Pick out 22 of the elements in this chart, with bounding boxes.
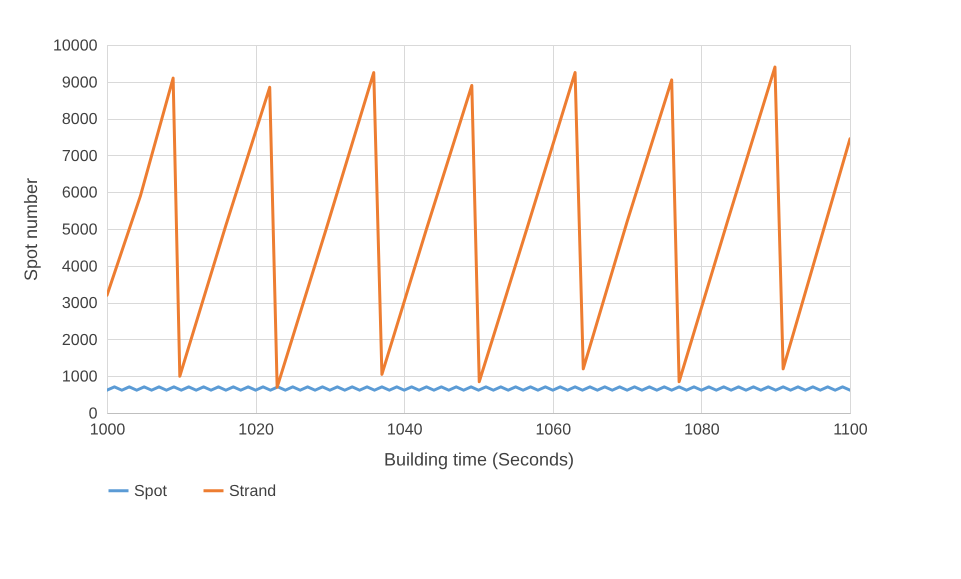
x-tick-label: 1100 <box>833 422 868 438</box>
y-tick-label: 8000 <box>62 111 98 128</box>
y-tick-label: 9000 <box>62 74 98 92</box>
y-tick-label: 2000 <box>62 332 98 349</box>
y-axis-title: Spot number <box>21 178 42 282</box>
y-tick-label: 7000 <box>62 148 98 165</box>
x-tick-label: 1080 <box>684 422 720 438</box>
y-tick-label: 4000 <box>62 258 98 276</box>
legend-label: Strand <box>229 482 276 500</box>
y-tick-label: 3000 <box>62 295 98 312</box>
line-series <box>107 66 850 389</box>
y-tick-label: 10000 <box>53 38 98 54</box>
x-tick-label: 1020 <box>238 422 274 438</box>
y-tick-label: 0 <box>88 406 98 422</box>
x-axis-title: Building time (Seconds) <box>384 450 574 470</box>
y-tick-label: 5000 <box>62 222 98 238</box>
legend-label: Spot <box>134 482 168 500</box>
y-tick-label: 6000 <box>62 184 98 202</box>
x-tick-label: 1000 <box>90 422 126 438</box>
x-tick-label: 1060 <box>536 422 572 438</box>
x-tick-label: 1040 <box>386 422 423 438</box>
y-tick-label: 1000 <box>62 368 98 386</box>
